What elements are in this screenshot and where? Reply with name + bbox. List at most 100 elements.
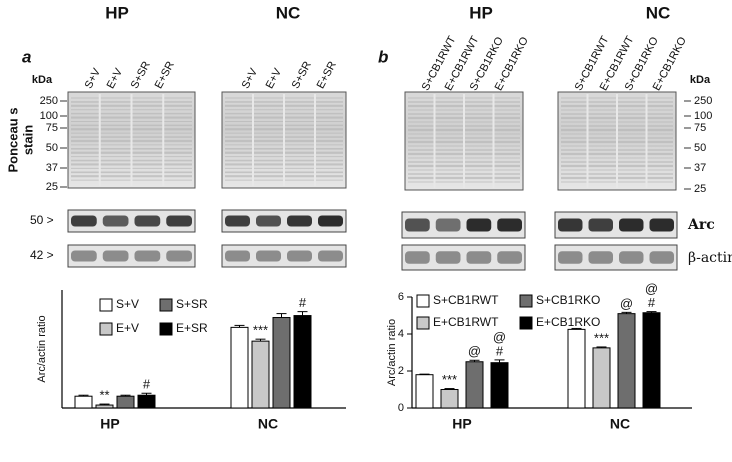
bar (617, 313, 636, 409)
blot-band (497, 218, 522, 232)
blot-band (405, 218, 430, 232)
blot-band (256, 250, 281, 262)
bar (293, 315, 312, 409)
blot-band (649, 251, 674, 264)
significance: @ (620, 296, 633, 311)
bar (490, 362, 509, 409)
bar (592, 347, 611, 409)
legend-swatch (519, 316, 533, 330)
blot-band (134, 215, 161, 227)
significance: # (143, 377, 151, 392)
lane-label: E+V (105, 66, 126, 91)
y-axis-label: Arc/actin ratio (36, 315, 48, 382)
group-title: NC (276, 3, 301, 22)
blot-band (102, 250, 129, 262)
significance: @ (493, 329, 506, 344)
blot-marker: 42 > (30, 248, 54, 262)
blot-band (619, 251, 644, 264)
y-axis-label: Arc/actin ratio (386, 319, 398, 386)
blot-strip (67, 244, 196, 268)
blot-strip (221, 209, 347, 233)
stain-label: stain (20, 125, 35, 155)
blot-band (649, 218, 674, 232)
kda-marker: 250 (40, 95, 58, 107)
blot-band (619, 218, 644, 232)
significance: # (496, 343, 504, 358)
bar (137, 394, 156, 409)
bar (230, 326, 249, 409)
bar (251, 340, 270, 409)
lane-label: S+V (83, 66, 104, 91)
bar (567, 328, 586, 409)
kda-marker: 100 (40, 110, 58, 122)
blot-band (134, 250, 161, 262)
bar (95, 404, 114, 409)
blot-band (435, 218, 461, 232)
legend-swatch (159, 298, 173, 312)
bar (74, 395, 93, 409)
x-tick-label: NC (258, 416, 278, 432)
kda-marker: 25 (694, 183, 706, 195)
significance: @ (645, 281, 658, 296)
blot-band (588, 218, 613, 232)
legend-label: S+CB1RKO (536, 293, 600, 307)
legend-label: E+CB1RWT (433, 315, 499, 329)
blot-band (166, 250, 192, 262)
legend-label: E+CB1RKO (536, 315, 600, 329)
kda-marker: 50 (46, 142, 58, 154)
kda-marker: 37 (46, 162, 58, 174)
significance: @ (468, 344, 481, 359)
legend-swatch (99, 322, 113, 336)
blot-band (405, 251, 430, 264)
kda-marker: 100 (694, 110, 712, 122)
blot-band (435, 251, 461, 264)
blot-band (71, 215, 97, 227)
blot-band (287, 215, 312, 227)
group-title: NC (646, 3, 671, 22)
blot-band (256, 215, 281, 227)
kda-marker: 25 (46, 181, 58, 193)
blot-marker: 50 > (30, 213, 54, 227)
kda-label: kDa (32, 74, 53, 86)
blot-band (497, 251, 522, 264)
y-tick-label: 0 (398, 402, 404, 414)
blot-band (287, 250, 312, 262)
lane-label: E+SR (153, 59, 177, 90)
blot-band (318, 250, 343, 262)
blot-band (466, 218, 492, 232)
legend-label: S+CB1RWT (433, 293, 499, 307)
legend-label: E+V (116, 321, 139, 335)
kda-marker: 75 (46, 122, 58, 134)
significance: *** (594, 330, 609, 345)
blot-band (558, 218, 583, 232)
lane-label: E+SR (315, 59, 339, 90)
bar (440, 389, 459, 409)
y-tick-label: 2 (398, 365, 404, 377)
blot-band (318, 215, 343, 227)
legend-swatch (416, 294, 430, 308)
legend-label: E+SR (176, 321, 208, 335)
y-tick-label: 4 (398, 328, 404, 340)
legend-swatch (416, 316, 430, 330)
blot-strip (554, 244, 678, 271)
x-tick-label: HP (100, 416, 119, 432)
blot-band (166, 215, 192, 227)
group-title: HP (469, 3, 493, 22)
legend-swatch (159, 322, 173, 336)
blot-label: Arc (687, 217, 715, 233)
bar (642, 312, 661, 409)
kda-marker: 75 (694, 122, 706, 134)
blot-band (225, 215, 250, 227)
significance: *** (253, 323, 268, 338)
legend-swatch (519, 294, 533, 308)
blot-band (102, 215, 129, 227)
bar (465, 361, 484, 409)
blot-label: β-actin (688, 250, 732, 266)
significance: # (299, 295, 307, 310)
significance: *** (442, 372, 457, 387)
lane-label: S+SR (290, 59, 314, 90)
blot-band (588, 251, 613, 264)
blot-strip (67, 209, 196, 233)
blot-strip (401, 244, 526, 271)
